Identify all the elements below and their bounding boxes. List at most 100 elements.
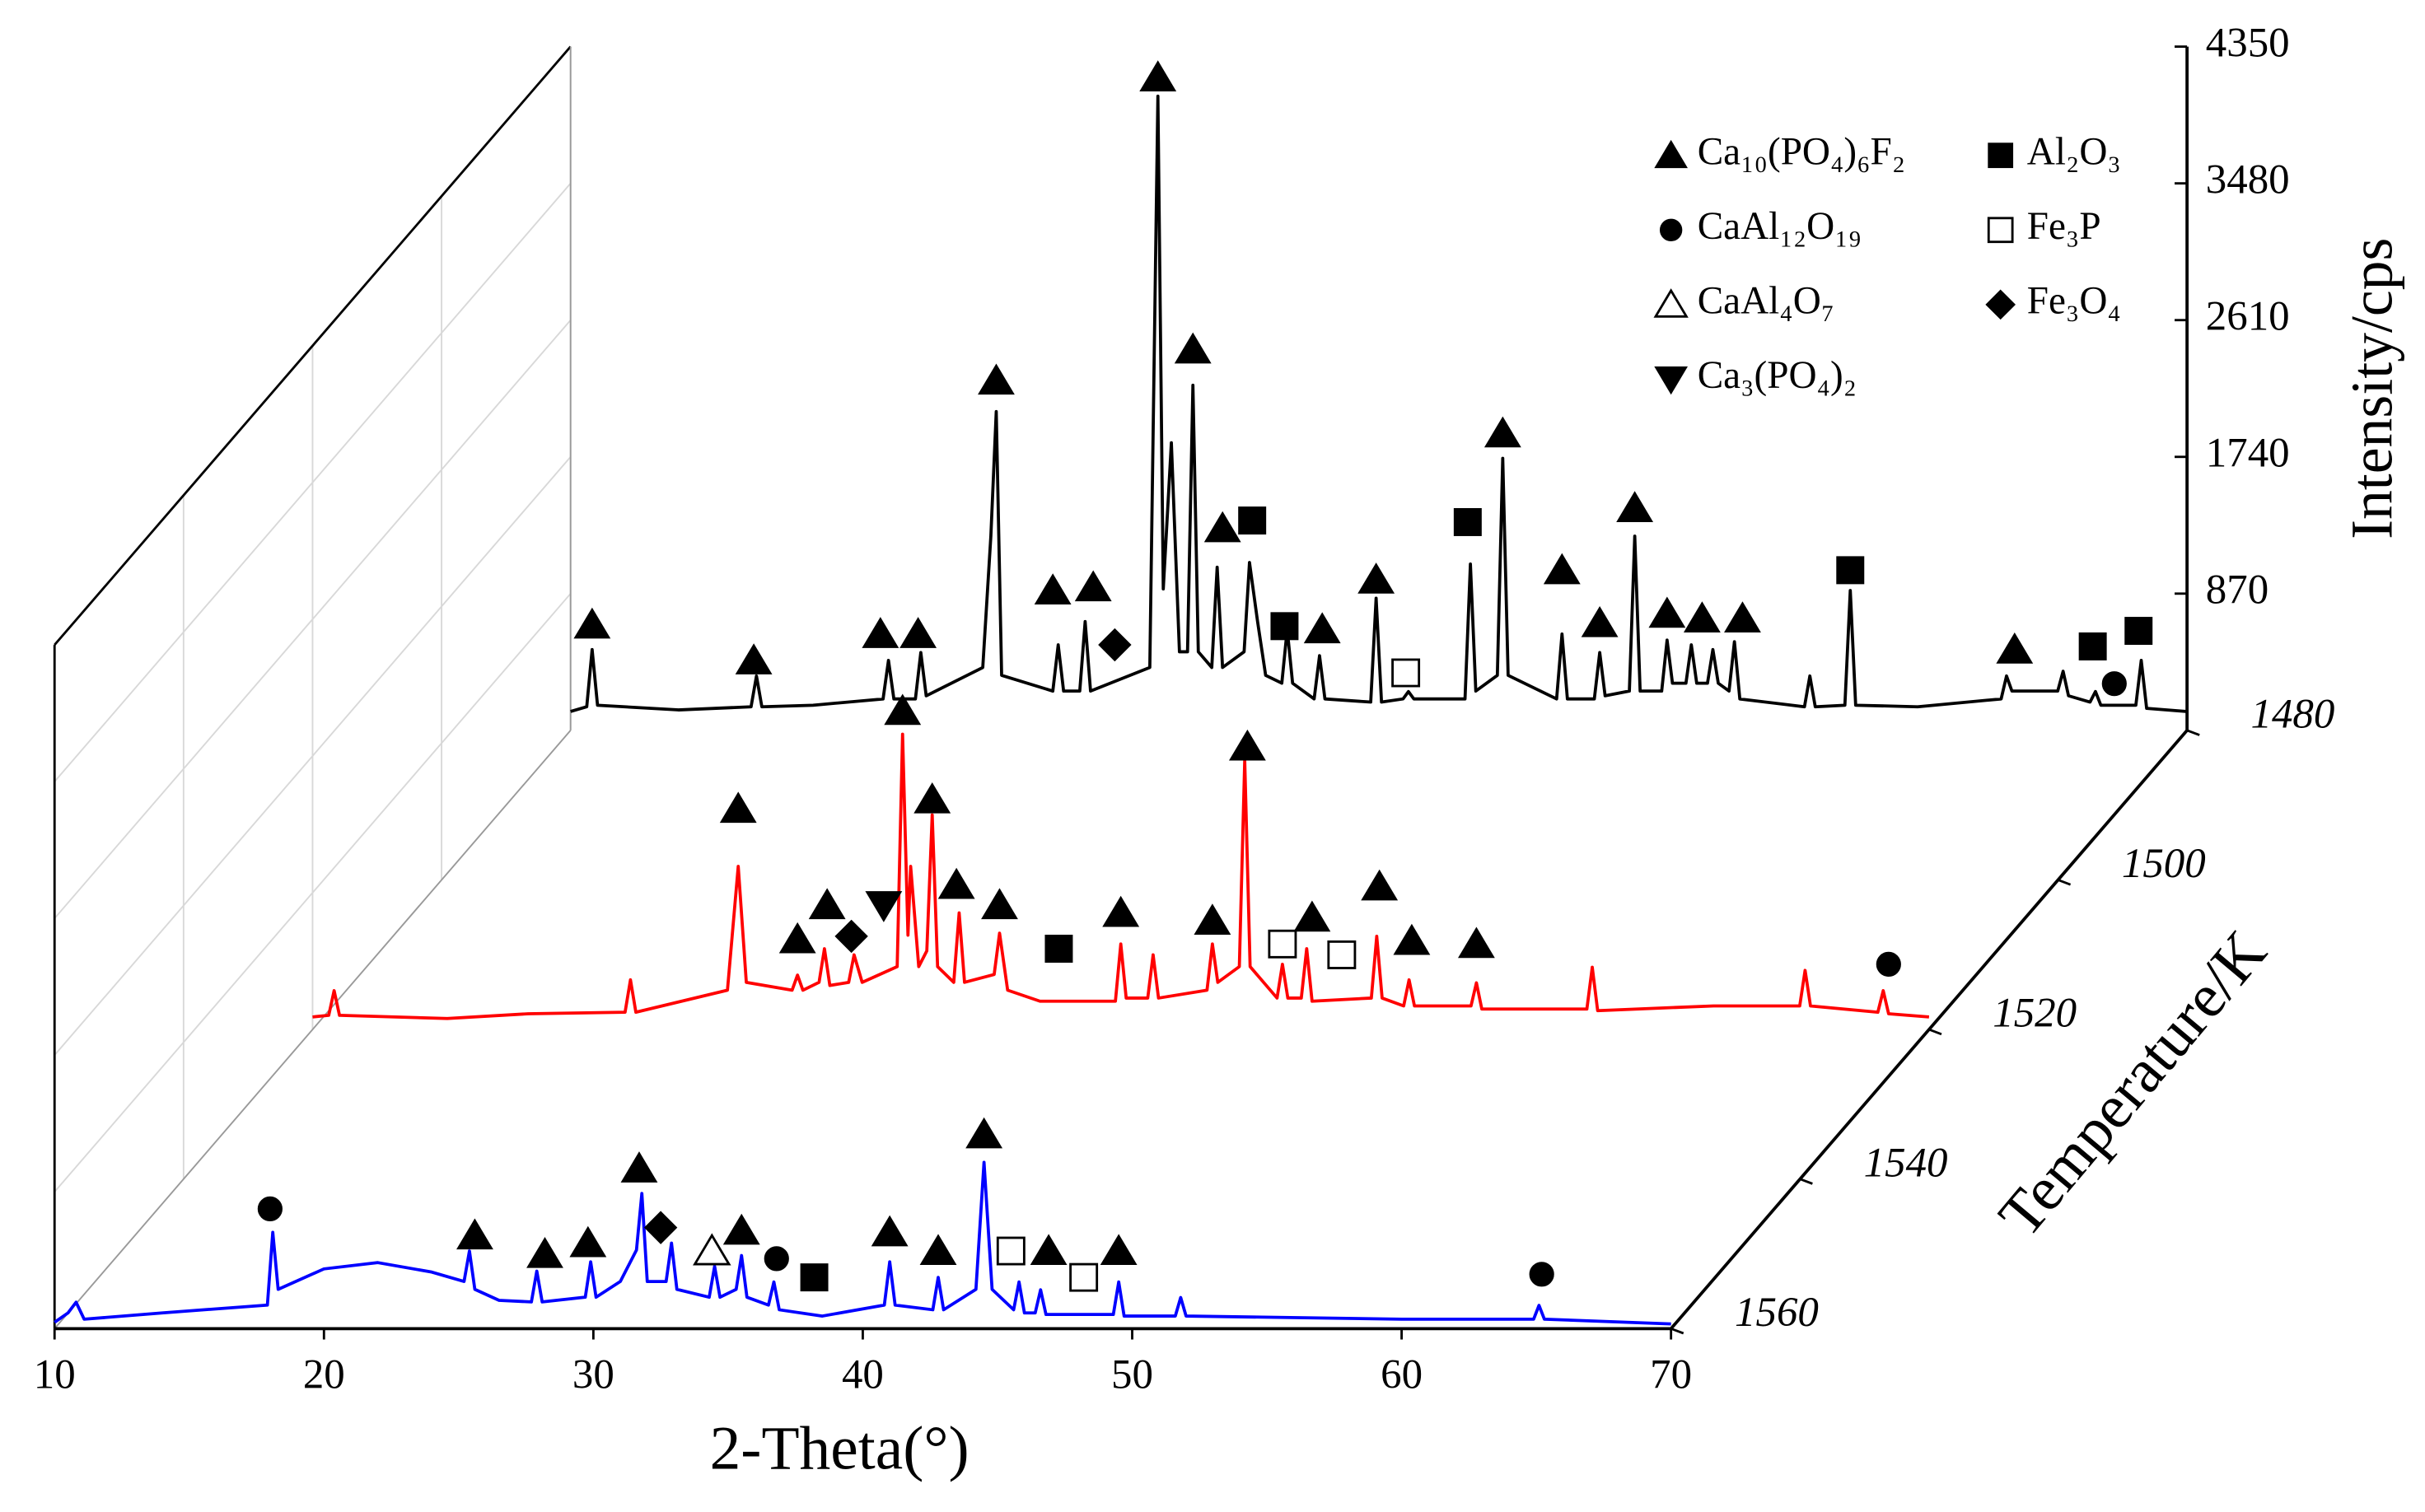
marker — [1044, 935, 1073, 963]
x-axis-label: 2-Theta(°) — [710, 1414, 970, 1482]
marker — [1174, 332, 1212, 364]
z-axis-label: Temperature/K — [1986, 918, 2279, 1249]
marker — [1268, 929, 1297, 959]
z-tick-label: 1520 — [1993, 991, 2077, 1037]
legend-marker — [1654, 366, 1688, 395]
y-tick-label: 4350 — [2206, 20, 2290, 66]
marker — [981, 888, 1018, 920]
marker — [1098, 628, 1132, 662]
legend-label: Ca₃(PO₄)₂ — [1698, 354, 1857, 397]
marker — [2101, 671, 2127, 697]
marker — [1393, 923, 1431, 955]
marker — [965, 1117, 1003, 1149]
z-tick-label: 1480 — [2250, 691, 2334, 737]
marker — [1102, 895, 1140, 927]
marker — [719, 791, 757, 824]
marker — [526, 1236, 563, 1268]
marker — [937, 867, 975, 899]
legend-label: Fe₃O₄ — [2027, 280, 2121, 323]
marker — [871, 1215, 909, 1247]
marker — [1228, 729, 1266, 761]
marker — [913, 782, 951, 814]
wall-edge — [54, 45, 572, 646]
marker — [834, 919, 868, 954]
x-tick-label: 20 — [303, 1351, 345, 1398]
marker — [884, 693, 922, 726]
z-tick-label: 1540 — [1864, 1140, 1948, 1186]
marker — [1648, 596, 1686, 628]
legend-label: CaAl₄O₇ — [1698, 280, 1834, 323]
marker — [1724, 601, 1761, 632]
spectrum-line — [570, 94, 2188, 713]
y-tick-label: 2610 — [2206, 293, 2290, 339]
legend-label: Fe₃P — [2027, 205, 2101, 248]
y-tick-label: 870 — [2206, 567, 2268, 614]
marker — [1876, 951, 1901, 977]
legend-marker — [1654, 139, 1688, 169]
spectrum-line — [54, 1160, 1671, 1326]
wall-edge — [54, 730, 572, 1329]
y-tick-label: 1740 — [2206, 430, 2290, 476]
marker — [1270, 612, 1299, 641]
marker — [722, 1213, 760, 1245]
marker — [808, 888, 846, 920]
marker — [1529, 1262, 1554, 1287]
marker — [899, 617, 937, 648]
marker — [1074, 570, 1112, 602]
marker — [919, 1234, 957, 1266]
z-tick — [1928, 1028, 1942, 1036]
z-tick — [1670, 1328, 1684, 1335]
legend-label: Al₂O₃ — [2027, 131, 2121, 174]
marker — [1453, 507, 1482, 536]
marker — [1327, 940, 1357, 969]
x-tick-label: 10 — [34, 1351, 76, 1398]
marker — [1581, 605, 1619, 637]
spectrum-line — [312, 732, 1930, 1020]
y-tick-label: 3480 — [2206, 156, 2290, 203]
marker — [1457, 926, 1495, 959]
marker — [778, 922, 816, 954]
marker — [1194, 903, 1231, 936]
marker — [620, 1151, 658, 1183]
marker — [996, 1236, 1026, 1266]
marker — [1616, 491, 1654, 522]
marker — [693, 1233, 731, 1266]
z-tick — [2186, 729, 2200, 736]
legend-label: Ca₁₀(PO₄)₆F₂ — [1698, 131, 1906, 174]
marker — [1996, 632, 2034, 664]
z-tick — [1799, 1178, 1813, 1185]
marker — [2124, 617, 2153, 646]
marker — [1203, 511, 1241, 543]
marker — [1361, 869, 1399, 901]
marker — [1030, 1234, 1068, 1266]
marker — [1293, 900, 1331, 932]
marker — [1034, 573, 1072, 604]
marker — [1836, 556, 1865, 585]
x-tick-label: 70 — [1650, 1351, 1692, 1398]
x-tick-label: 40 — [842, 1351, 884, 1398]
marker — [865, 891, 903, 922]
marker — [643, 1211, 678, 1244]
legend-marker — [1987, 217, 2014, 244]
marker — [1303, 612, 1341, 644]
z-tick-label: 1500 — [2122, 841, 2206, 887]
marker — [1069, 1262, 1099, 1292]
marker — [1543, 553, 1581, 585]
marker — [1139, 60, 1177, 92]
marker — [1100, 1234, 1138, 1266]
marker — [978, 363, 1015, 395]
marker — [764, 1246, 789, 1272]
x-tick-label: 50 — [1111, 1351, 1153, 1398]
x-tick-label: 30 — [572, 1351, 614, 1398]
marker — [456, 1218, 493, 1250]
z-tick — [2058, 879, 2072, 886]
y-axis-label: Intensity/cps — [2339, 238, 2405, 539]
marker — [1391, 658, 1421, 688]
frame — [53, 45, 2200, 1340]
legend-marker — [1985, 289, 2016, 320]
marker — [1357, 562, 1395, 594]
legend-marker — [1653, 288, 1689, 318]
marker — [800, 1263, 829, 1292]
marker — [2078, 632, 2107, 660]
marker — [569, 1225, 607, 1258]
